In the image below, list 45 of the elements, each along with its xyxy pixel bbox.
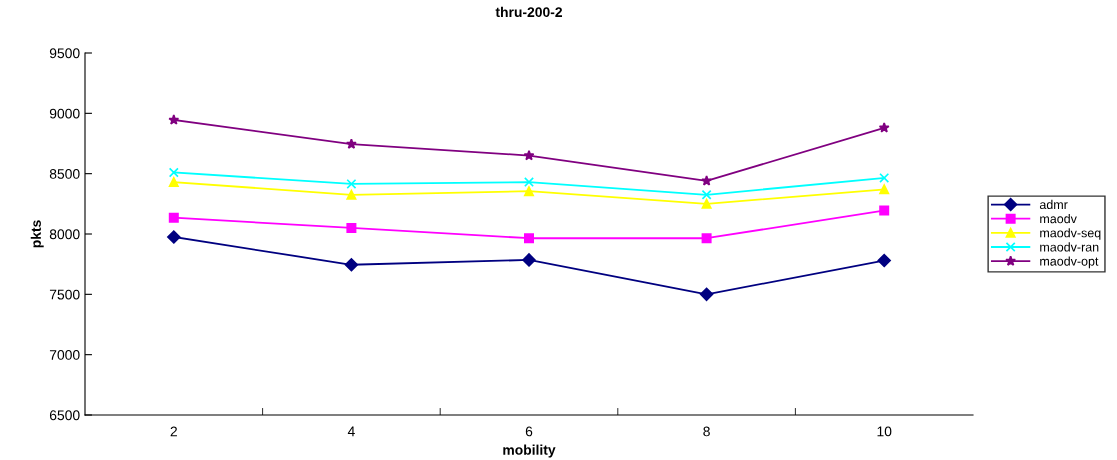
point — [701, 198, 712, 209]
point — [346, 178, 357, 189]
legend-label: maodv-opt — [1040, 256, 1099, 269]
point — [522, 253, 536, 267]
point — [523, 149, 535, 161]
y-tick-label: 9500 — [49, 48, 80, 59]
point — [701, 189, 712, 200]
point — [346, 222, 357, 233]
point — [878, 122, 890, 133]
x-tick-label: 4 — [347, 426, 355, 437]
point — [879, 205, 890, 216]
point — [523, 177, 535, 188]
x-tick-label: 10 — [877, 426, 892, 437]
x-tick-label: 8 — [703, 426, 710, 437]
point — [168, 177, 179, 188]
legend-label: maodv-seq — [1040, 228, 1101, 240]
point — [168, 167, 179, 178]
legend-label: maodv — [1040, 214, 1077, 224]
point — [167, 230, 181, 244]
y-tick-label: 6500 — [49, 410, 80, 421]
point — [699, 287, 714, 302]
point — [344, 258, 359, 272]
point — [168, 212, 179, 223]
point — [877, 253, 891, 268]
x-tick-label: 2 — [170, 426, 177, 437]
y-tick-label: 9000 — [49, 108, 80, 119]
point — [168, 114, 180, 125]
x-axis-title: mobility — [503, 444, 556, 458]
y-tick-label: 7500 — [49, 289, 80, 300]
legend-label: admr — [1039, 199, 1068, 210]
point — [345, 138, 357, 149]
y-tick-label: 7000 — [49, 350, 80, 360]
point — [879, 184, 890, 195]
chart-title: thru-200-2 — [495, 6, 563, 18]
point — [523, 186, 535, 197]
point — [879, 172, 890, 183]
y-axis-title: pkts — [30, 220, 44, 248]
y-tick-label: 8500 — [49, 169, 80, 179]
point — [701, 175, 713, 186]
y-tick-label: 8000 — [49, 229, 80, 240]
legend-label: maodv-ran — [1040, 242, 1099, 252]
point — [523, 233, 535, 244]
point — [701, 233, 712, 244]
x-tick-label: 6 — [525, 426, 533, 437]
point — [346, 189, 357, 200]
